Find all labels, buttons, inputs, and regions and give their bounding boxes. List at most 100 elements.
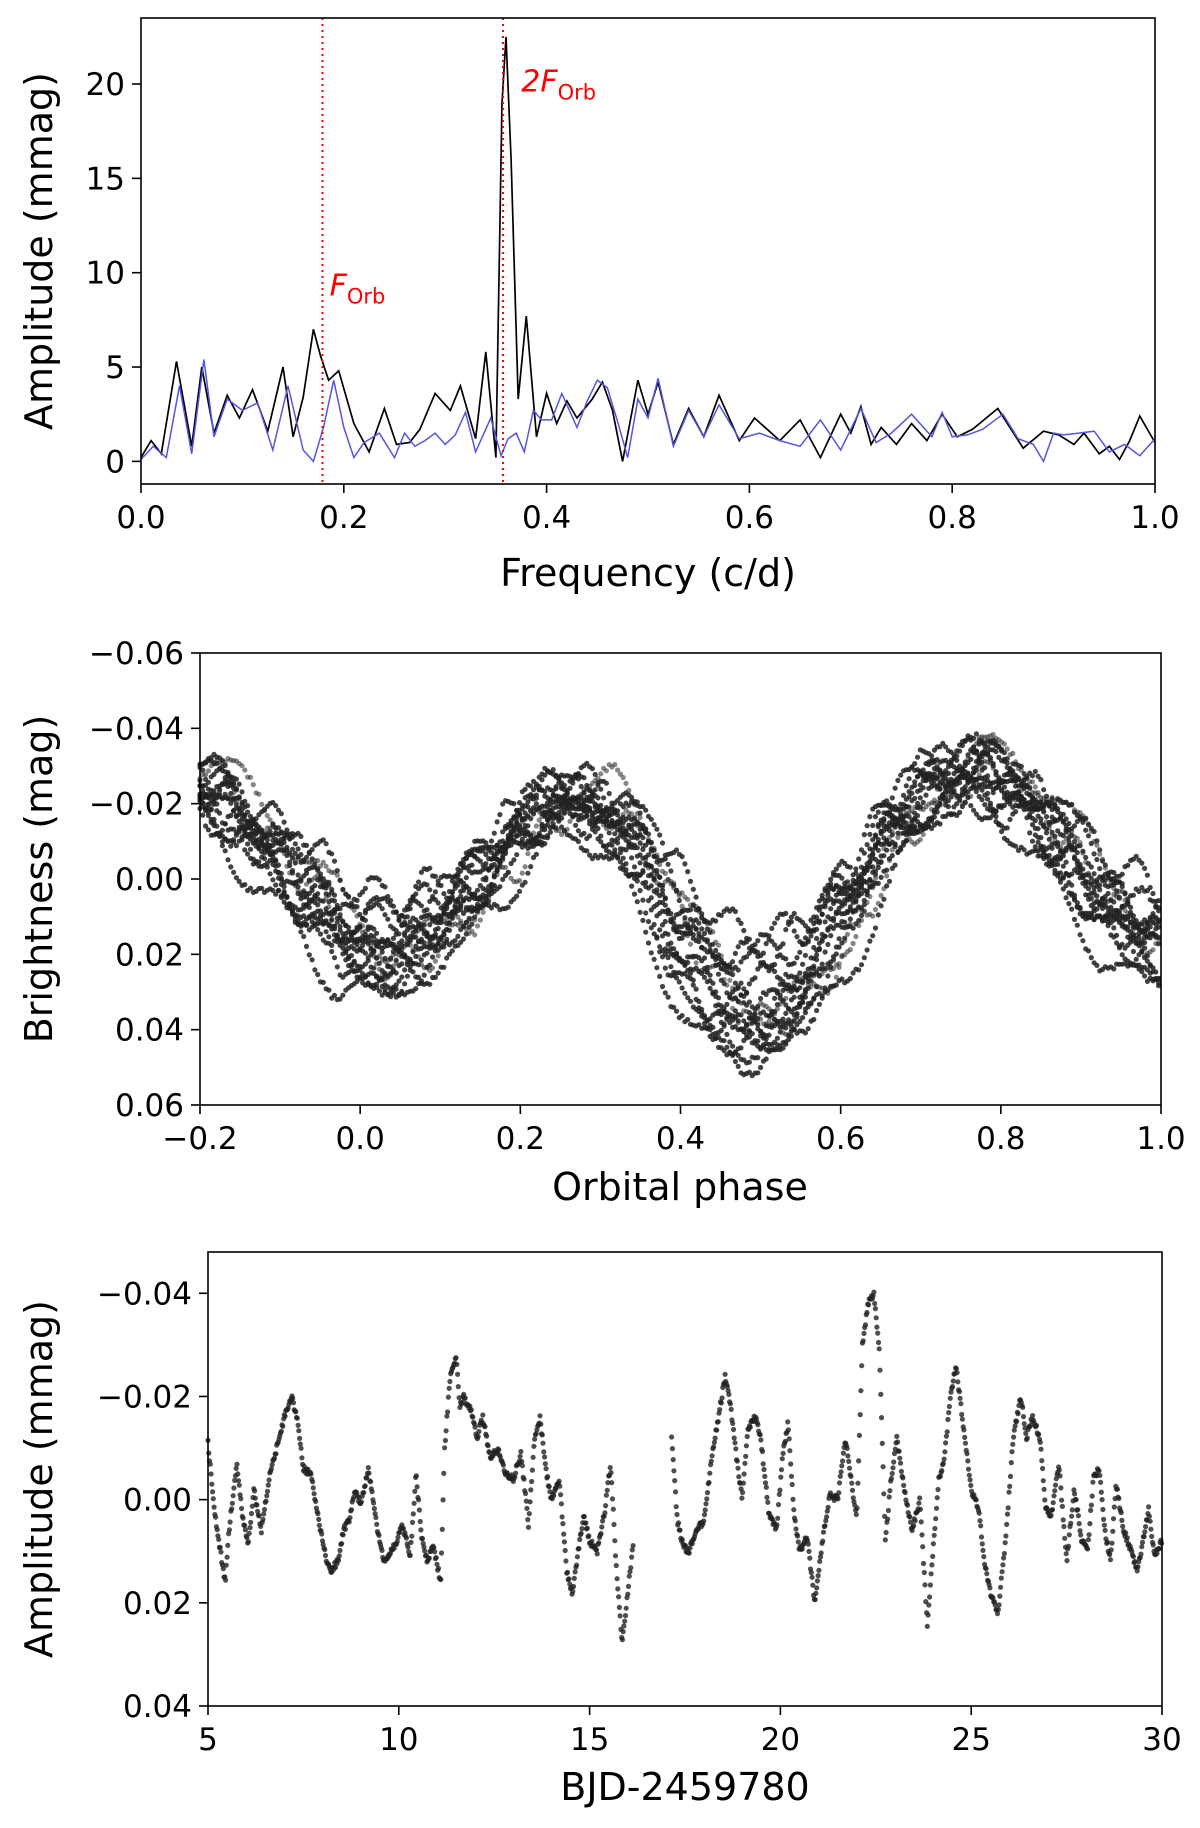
phase-point <box>878 841 884 848</box>
phase-point <box>802 989 809 995</box>
phase-point <box>749 1020 755 1026</box>
phase-point <box>1004 746 1010 752</box>
phase-point <box>1052 867 1058 873</box>
timeseries-point <box>244 1535 250 1541</box>
phase-point <box>284 847 290 853</box>
phase-point <box>488 849 495 855</box>
phase-point <box>284 827 290 833</box>
phase-point <box>404 942 410 948</box>
phase-point <box>895 806 901 812</box>
phase-point <box>214 792 220 799</box>
phase-point <box>763 941 769 947</box>
timeseries-point <box>280 1423 286 1429</box>
phase-point <box>828 933 834 939</box>
phase-point <box>561 809 568 816</box>
phase-point <box>545 804 551 810</box>
phase-point <box>424 907 430 913</box>
timeseries-point <box>254 1502 260 1508</box>
phase-point <box>281 888 287 895</box>
phase-point <box>1071 839 1078 845</box>
phase-point <box>640 897 646 903</box>
phase-point <box>839 940 845 946</box>
phase-point <box>620 862 626 869</box>
phase-point <box>780 998 786 1004</box>
phase-point <box>769 1047 775 1053</box>
phase-point <box>690 886 696 892</box>
phase-point <box>598 771 604 777</box>
phase-point <box>438 919 444 926</box>
phase-point <box>334 872 340 878</box>
x-tick-label: 0.2 <box>496 1121 545 1157</box>
phase-point <box>1060 832 1066 839</box>
phase-point <box>245 841 251 847</box>
phase-point <box>1049 861 1055 868</box>
phase-point <box>584 782 590 789</box>
phase-point <box>1032 844 1038 850</box>
phase-point <box>1055 809 1061 815</box>
phase-point <box>724 1031 730 1037</box>
phase-point <box>847 904 853 910</box>
phase-point <box>477 858 483 864</box>
phase-point <box>973 811 980 817</box>
phase-point <box>679 903 685 909</box>
phase-y-axis-label: Brightness (mag) <box>17 715 61 1044</box>
phase-point <box>371 985 377 992</box>
phase-point <box>466 886 472 892</box>
phase-point <box>741 1018 747 1024</box>
phase-point <box>573 812 579 818</box>
phase-point <box>270 887 276 894</box>
phase-point <box>452 873 458 879</box>
phase-point <box>679 958 685 964</box>
phase-point <box>581 789 587 796</box>
phase-point <box>388 994 394 1000</box>
phase-point <box>1094 842 1100 848</box>
phase-point <box>875 912 881 918</box>
phase-point <box>458 903 464 909</box>
phase-point <box>1119 904 1125 910</box>
phase-point <box>228 800 234 806</box>
phase-point <box>1097 847 1103 853</box>
phase-point <box>685 1016 691 1023</box>
phase-point <box>687 878 694 884</box>
phase-point <box>665 861 671 867</box>
phase-point <box>497 812 503 818</box>
phase-point <box>1125 899 1131 905</box>
phase-point <box>1111 882 1117 888</box>
phase-point <box>783 956 789 962</box>
phase-point <box>337 923 343 930</box>
phase-point <box>404 927 410 933</box>
phase-point <box>671 882 677 888</box>
phase-point <box>236 795 242 801</box>
phase-point <box>833 951 839 957</box>
phase-point <box>797 949 803 955</box>
phase-point <box>390 935 396 942</box>
phase-point <box>760 950 767 956</box>
phase-point <box>914 774 921 780</box>
phase-point <box>617 828 624 834</box>
phase-point <box>205 794 211 800</box>
timeseries-point <box>233 1465 239 1471</box>
x-tick-label: −0.2 <box>162 1121 237 1157</box>
phase-point <box>693 965 699 971</box>
phase-point <box>914 754 921 760</box>
phase-point <box>856 967 862 973</box>
phase-point <box>407 964 413 970</box>
phase-point <box>713 993 719 1000</box>
phase-point <box>343 940 349 946</box>
phase-point <box>340 935 346 942</box>
phase-point <box>536 832 542 838</box>
timeseries-point <box>294 1415 300 1421</box>
phase-point <box>455 882 461 888</box>
phase-point <box>371 970 377 977</box>
phase-point <box>707 972 713 978</box>
phase-point <box>825 987 831 993</box>
phase-point <box>587 852 593 858</box>
phase-point <box>769 1022 775 1028</box>
phase-point <box>699 1010 705 1016</box>
phase-point <box>836 862 842 868</box>
phase-point <box>710 941 716 947</box>
phase-point <box>920 778 926 784</box>
phase-point <box>539 821 545 828</box>
phase-point <box>643 910 649 916</box>
phase-point <box>682 962 688 969</box>
